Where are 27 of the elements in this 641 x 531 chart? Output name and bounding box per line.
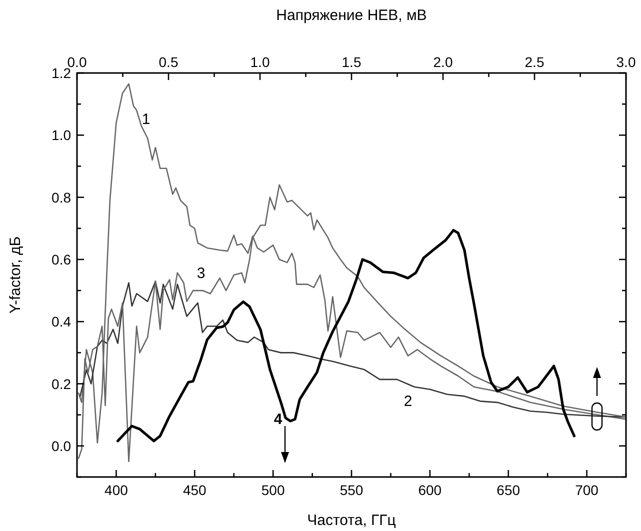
- x2-tick-label: 1.5: [342, 54, 362, 70]
- y-tick-label: 0.8: [52, 189, 72, 206]
- x-tick-label: 400: [104, 482, 128, 498]
- series-label: 1: [142, 111, 150, 128]
- x2-axis-title: Напряжение НЕВ, мВ: [276, 7, 427, 24]
- series-label: 4: [274, 411, 283, 428]
- series-label: 2: [404, 393, 412, 410]
- x-tick-label: 500: [261, 482, 285, 498]
- x2-tick-label: 2.0: [433, 54, 453, 70]
- y-tick-label: 1.0: [52, 127, 72, 144]
- x-tick-label: 700: [575, 482, 599, 498]
- x-tick-label: 650: [496, 482, 520, 498]
- x-tick-label: 550: [340, 482, 364, 498]
- y-tick-label: 0.6: [52, 251, 72, 268]
- line-series: [116, 228, 576, 442]
- x2-tick-label: 2.5: [524, 54, 544, 70]
- x-axis-title: Частота, ГГц: [307, 512, 396, 529]
- x2-tick-label: 1.0: [250, 54, 270, 70]
- y-tick-label: 0.2: [52, 376, 72, 392]
- y-tick-label: 0.4: [52, 314, 72, 330]
- x-tick-label: 450: [182, 482, 207, 498]
- x-tick-label: 600: [418, 482, 442, 498]
- x2-tick-label: 3.0: [616, 54, 636, 70]
- y-axis-title: Y-factor, дБ: [7, 236, 24, 314]
- x2-tick-label: 0.5: [158, 54, 178, 70]
- y-tick-label: 0.0: [52, 438, 72, 454]
- series-label: 3: [196, 265, 206, 282]
